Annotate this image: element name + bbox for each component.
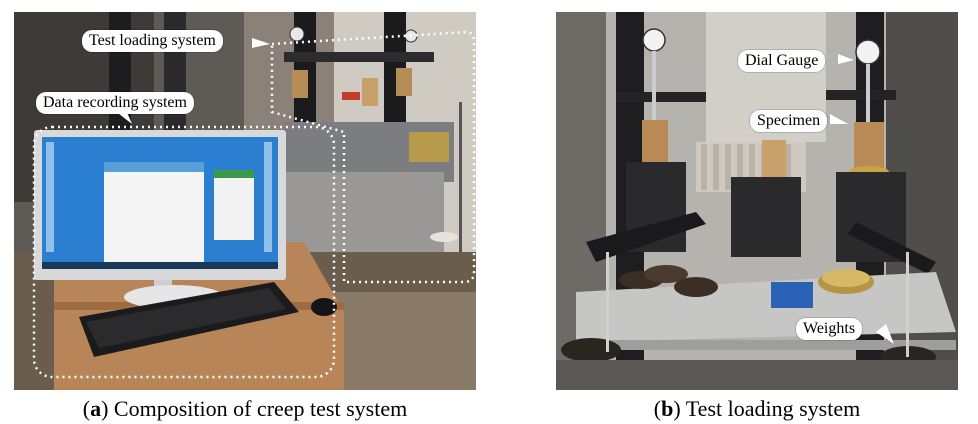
caption-b: (b) Test loading system <box>653 396 861 421</box>
callout-test-loading-system: Test loading system <box>82 30 223 52</box>
callout-dial-gauge-label: Dial Gauge <box>745 52 819 69</box>
photo-b-illustration <box>556 12 958 390</box>
callout-data-recording-label: Data recording system <box>43 94 187 111</box>
callout-specimen: Specimen <box>750 110 828 132</box>
photo-panel-b: Dial Gauge Specimen Weights <box>556 12 958 390</box>
callout-specimen-label: Specimen <box>757 112 821 129</box>
caption-b-label: b <box>661 396 674 421</box>
callout-a-tails <box>114 38 270 124</box>
callout-weights-label: Weights <box>803 320 856 337</box>
callout-test-loading-label: Test loading system <box>89 32 216 49</box>
photo-panel-a: Test loading system Data recording syste… <box>14 12 476 390</box>
caption-a-text: Composition of creep test system <box>113 396 408 421</box>
callout-dial-gauge: Dial Gauge <box>738 50 826 72</box>
caption-b-text: Test loading system <box>685 396 861 421</box>
callout-data-recording-system: Data recording system <box>36 92 194 114</box>
callout-b-tails <box>830 54 894 344</box>
caption-a: (a) Composition of creep test system <box>82 396 408 421</box>
callout-weights: Weights <box>796 318 863 340</box>
caption-a-label: a <box>90 396 102 421</box>
